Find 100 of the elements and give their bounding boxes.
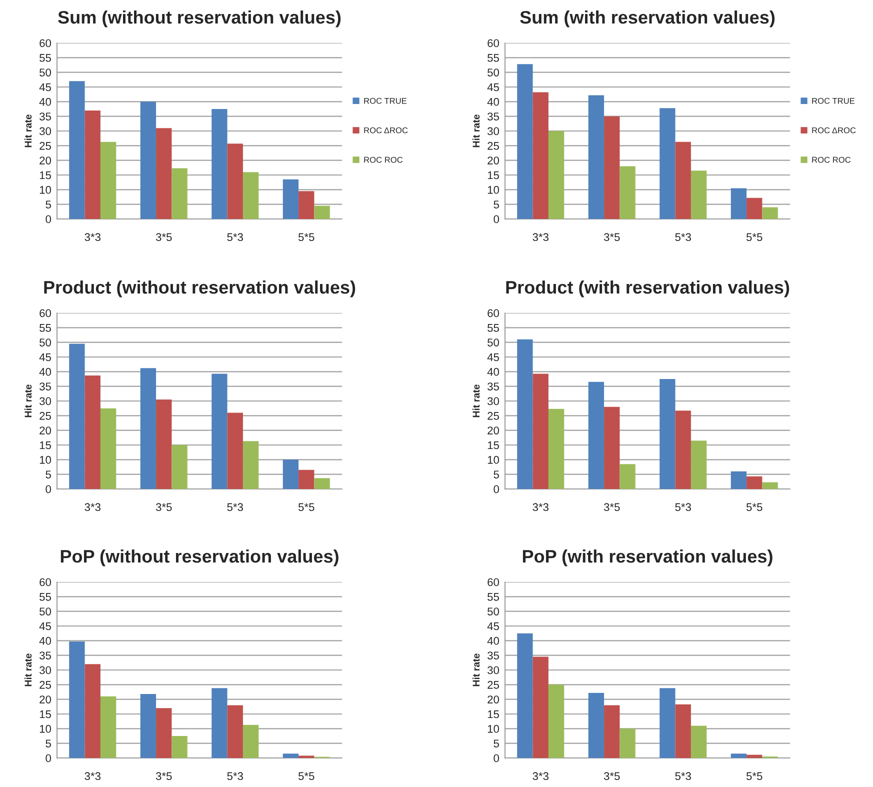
chart-title: Sum (without reservation values) [58, 10, 341, 28]
bar [172, 736, 188, 758]
y-tick-label: 55 [40, 593, 51, 601]
bar [84, 110, 100, 219]
bar [620, 166, 636, 219]
bar [660, 688, 676, 758]
y-tick-label: 5 [46, 200, 51, 208]
chart-title: Sum (with reservation values) [520, 10, 775, 28]
bar [227, 705, 243, 758]
y-tick-label: 30 [488, 666, 500, 674]
bar [548, 684, 564, 758]
y-tick-label: 35 [40, 382, 51, 390]
bar [227, 144, 243, 219]
bar [100, 696, 116, 758]
bar [282, 460, 299, 489]
y-tick-label: 15 [40, 710, 51, 718]
y-tick-label: 60 [488, 578, 500, 586]
bar [69, 344, 85, 489]
y-tick-label: 30 [488, 127, 500, 136]
y-tick-label: 40 [39, 98, 52, 106]
y-tick-label: 25 [488, 412, 499, 420]
y-tick-label: 50 [40, 608, 52, 616]
bar [156, 708, 172, 758]
bar [140, 368, 156, 489]
y-tick-label: 15 [40, 171, 51, 180]
x-tick-label: 5*3 [227, 503, 243, 512]
bar [762, 482, 778, 489]
y-tick-label: 15 [488, 171, 499, 180]
y-tick-label: 10 [40, 724, 52, 733]
y-tick-label: 0 [46, 485, 52, 494]
y-axis-title: Hit rate [24, 654, 32, 686]
bar [314, 206, 330, 219]
bar [746, 198, 762, 219]
y-tick-label: 20 [488, 696, 500, 704]
legend-label: ROC TRUE [364, 98, 407, 104]
y-tick-label: 5 [46, 740, 51, 748]
y-tick-label: 40 [39, 368, 52, 376]
bar [282, 179, 299, 219]
y-tick-label: 40 [487, 636, 500, 645]
y-tick-label: 55 [488, 593, 499, 601]
bar [660, 379, 676, 489]
y-tick-label: 10 [40, 186, 52, 194]
bar [548, 408, 564, 489]
y-tick-label: 30 [40, 127, 52, 136]
y-tick-label: 60 [40, 309, 52, 318]
y-tick-label: 55 [488, 324, 499, 332]
bar [532, 656, 548, 758]
y-tick-label: 20 [488, 156, 500, 164]
x-tick-label: 5*3 [675, 503, 691, 512]
bar [675, 142, 691, 219]
y-tick-label: 50 [488, 68, 500, 76]
bar [156, 128, 172, 219]
y-tick-label: 35 [488, 652, 499, 660]
x-tick-label: 5*5 [746, 772, 762, 780]
bar [746, 754, 762, 758]
y-tick-label: 45 [487, 83, 499, 92]
x-tick-label: 3*5 [604, 503, 620, 512]
y-tick-label: 5 [46, 470, 51, 478]
y-tick-label: 50 [40, 338, 52, 346]
x-tick-label: 3*3 [532, 772, 548, 780]
y-tick-label: 10 [488, 456, 500, 464]
y-axis-title: Hit rate [472, 654, 480, 686]
x-tick-label: 5*3 [227, 772, 243, 780]
bar [212, 374, 228, 489]
y-tick-label: 55 [40, 54, 51, 62]
y-tick-label: 5 [494, 200, 499, 208]
bar [660, 108, 676, 219]
bar [69, 81, 85, 219]
y-tick-label: 50 [40, 68, 52, 76]
bar [604, 406, 620, 489]
x-tick-label: 5*5 [298, 233, 314, 242]
y-tick-label: 10 [488, 186, 500, 194]
y-tick-label: 20 [488, 426, 500, 434]
y-tick-label: 25 [40, 412, 51, 420]
y-tick-label: 15 [488, 710, 499, 718]
y-axis-title: Hit rate [472, 114, 480, 148]
y-tick-label: 35 [488, 382, 499, 390]
bar [588, 692, 604, 758]
x-tick-label: 5*5 [746, 503, 762, 512]
x-tick-label: 3*3 [84, 772, 100, 780]
y-tick-label: 20 [40, 426, 52, 434]
y-tick-label: 60 [488, 39, 500, 48]
y-tick-label: 35 [40, 112, 51, 120]
bar [172, 445, 188, 489]
bar [84, 664, 100, 758]
bar [242, 172, 259, 219]
x-tick-label: 5*3 [675, 233, 691, 242]
bar [100, 408, 116, 489]
bar [314, 478, 330, 489]
y-tick-label: 15 [40, 441, 51, 450]
bar [604, 116, 620, 219]
bar [675, 410, 691, 489]
legend-label: ROC TRUE [812, 98, 855, 104]
legend-label: ROC ΔROC [812, 127, 856, 134]
x-tick-label: 3*5 [156, 772, 172, 780]
y-tick-label: 25 [488, 680, 499, 689]
bar [84, 375, 100, 489]
bar [588, 382, 604, 489]
y-tick-label: 0 [494, 215, 500, 224]
y-tick-label: 45 [39, 353, 51, 362]
